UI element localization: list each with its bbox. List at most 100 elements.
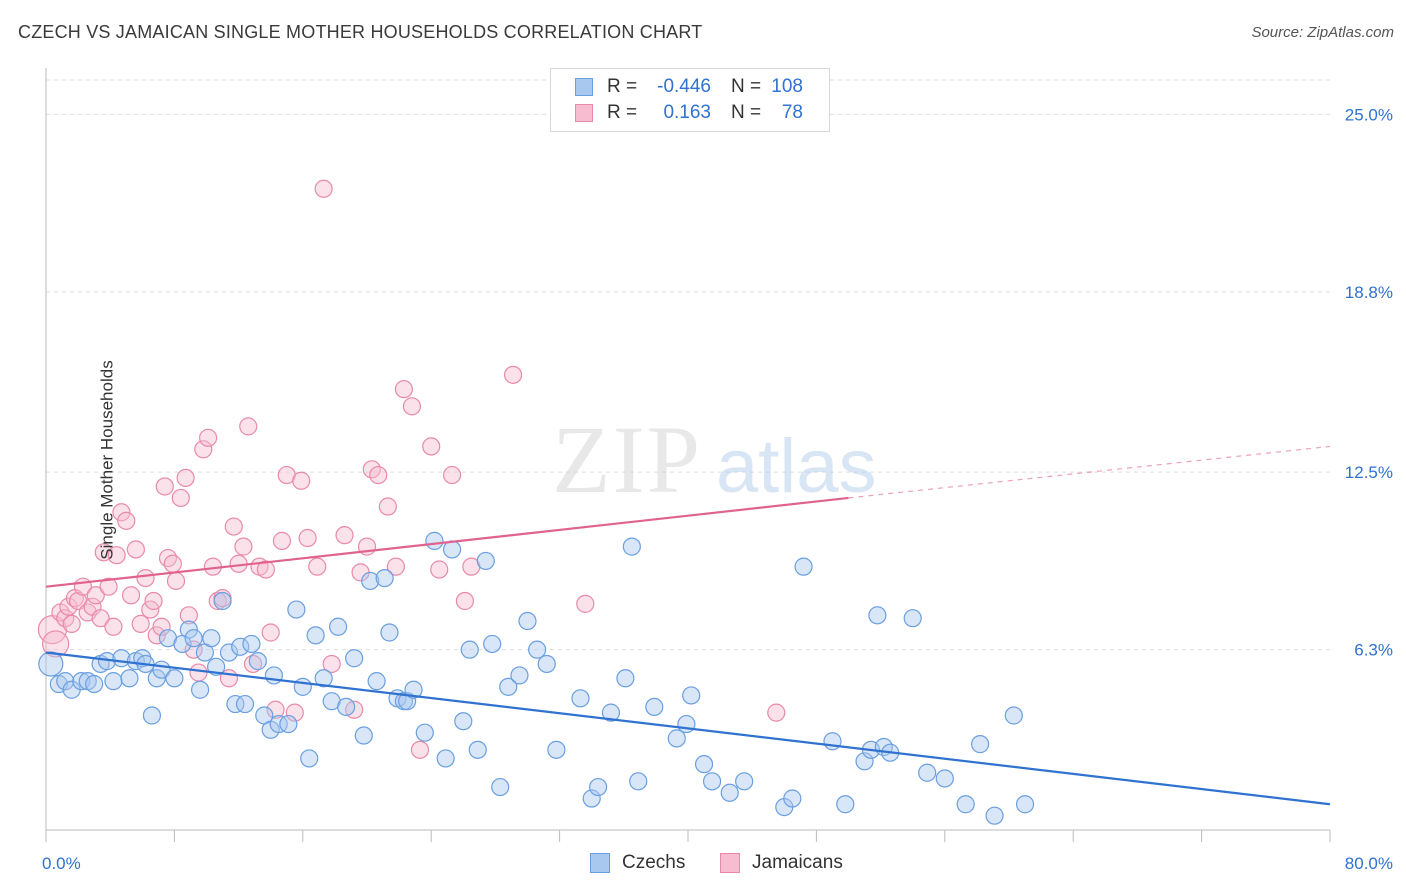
data-point-czechs (287, 600, 306, 619)
data-point-czechs (468, 740, 487, 759)
data-point-czechs (491, 777, 510, 797)
data-point-czechs (425, 531, 444, 550)
data-point-jamaicans (422, 437, 441, 456)
data-point-czechs (677, 714, 696, 734)
data-point-jamaicans (335, 526, 354, 545)
data-point-jamaicans (308, 557, 327, 576)
y-tick-label: 12.5% (1345, 463, 1393, 482)
data-point-czechs (219, 643, 239, 662)
data-point-czechs (142, 706, 162, 725)
data-point-jamaicans (136, 568, 155, 588)
data-point-jamaicans (394, 380, 414, 399)
data-point-czechs (184, 629, 203, 648)
legend-r-label: R = (607, 102, 638, 123)
tick-labels: 6.3% 12.5% 18.8% 25.0% 0.0% 80.0% (42, 105, 1393, 873)
data-point-czechs (735, 772, 754, 791)
data-point-jamaicans (155, 477, 174, 496)
data-point-czechs (868, 606, 887, 625)
data-point-czechs (702, 772, 722, 791)
data-point-czechs (361, 571, 380, 591)
data-point-czechs (682, 686, 701, 705)
legend-r-value: -0.446 (657, 76, 711, 97)
data-point-jamaicans (442, 465, 462, 485)
data-point-czechs (213, 591, 232, 611)
data-point-jamaicans (410, 740, 430, 759)
trend-line-jamaicans-extension (848, 445, 1331, 499)
data-point-jamaicans (199, 428, 218, 447)
x-tick-label: 80.0% (1345, 854, 1393, 873)
data-point-jamaicans (256, 560, 275, 579)
data-point-czechs (300, 749, 319, 768)
data-point-jamaicans (147, 626, 166, 645)
data-point-czechs (104, 672, 123, 691)
data-point-jamaicans (121, 586, 141, 605)
data-point-jamaicans (179, 606, 198, 625)
data-point-jamaicans (378, 497, 397, 516)
data-point-czechs (436, 749, 455, 768)
watermark-zip: ZIP (552, 406, 702, 513)
legend-row-czechs: R = -0.446 N = 108 (575, 74, 803, 100)
data-point-czechs (345, 649, 364, 668)
legend-swatch-jamaicans (720, 853, 740, 873)
data-point-czechs (264, 666, 284, 685)
data-point-jamaicans (126, 540, 145, 559)
data-point-jamaicans (369, 465, 388, 485)
legend-n-value: 108 (771, 76, 803, 97)
data-point-jamaicans (224, 517, 243, 536)
y-tick-label: 18.8% (1345, 283, 1393, 302)
data-point-jamaicans (91, 609, 110, 628)
legend-item-czechs[interactable]: Czechs (590, 852, 685, 874)
legend-row-jamaicans: R = 0.163 N = 78 (575, 100, 803, 126)
data-point-czechs (903, 609, 922, 628)
data-point-jamaicans (272, 531, 292, 550)
data-point-jamaicans (455, 591, 475, 611)
data-point-czechs (460, 640, 479, 659)
data-point-czechs (269, 714, 288, 734)
data-point-czechs (314, 669, 333, 688)
data-point-czechs (601, 703, 621, 722)
data-point-jamaicans (86, 586, 105, 605)
legend-r-value: 0.163 (663, 102, 711, 123)
data-point-czechs (971, 735, 990, 754)
data-point-jamaicans (503, 365, 523, 384)
data-point-czechs (667, 729, 686, 748)
data-point-czechs (1004, 706, 1023, 725)
data-point-jamaicans (239, 417, 258, 436)
data-point-jamaicans (144, 591, 163, 611)
data-point-jamaicans (152, 617, 171, 636)
data-point-jamaicans (576, 594, 595, 613)
chart-title: CZECH VS JAMAICAN SINGLE MOTHER HOUSEHOL… (18, 22, 703, 42)
data-point-czechs (242, 634, 261, 654)
legend-swatch-jamaicans (575, 104, 593, 122)
trend-lines (45, 445, 1331, 806)
data-point-czechs (38, 651, 64, 677)
data-point-czechs (367, 672, 386, 691)
data-point-jamaicans (430, 560, 449, 579)
data-point-czechs (589, 777, 608, 797)
data-point-czechs (306, 626, 325, 645)
series-legend: Czechs Jamaicans (0, 852, 1406, 878)
legend-swatch-czechs (590, 853, 610, 873)
data-point-czechs (354, 726, 373, 745)
data-point-czechs (165, 669, 184, 688)
data-point-czechs (622, 537, 641, 556)
data-point-jamaicans (292, 471, 311, 490)
data-point-czechs (404, 680, 423, 699)
data-point-czechs (248, 652, 267, 671)
data-point-czechs (483, 634, 502, 654)
data-point-jamaicans (243, 654, 263, 674)
legend-n-label: N = (731, 102, 762, 123)
data-point-jamaicans (194, 440, 213, 459)
data-point-jamaicans (62, 614, 81, 633)
data-point-czechs (836, 795, 855, 814)
legend-item-jamaicans[interactable]: Jamaicans (720, 852, 843, 874)
data-point-czechs (415, 723, 434, 742)
data-point-czechs (956, 795, 975, 814)
watermark: ZIP atlas (552, 406, 877, 513)
legend-label-czechs: Czechs (622, 852, 686, 873)
data-point-czechs (720, 783, 739, 802)
legend-swatch-czechs (575, 78, 593, 96)
data-point-czechs (528, 640, 547, 659)
data-point-czechs (375, 568, 394, 588)
data-point-czechs (629, 772, 648, 791)
